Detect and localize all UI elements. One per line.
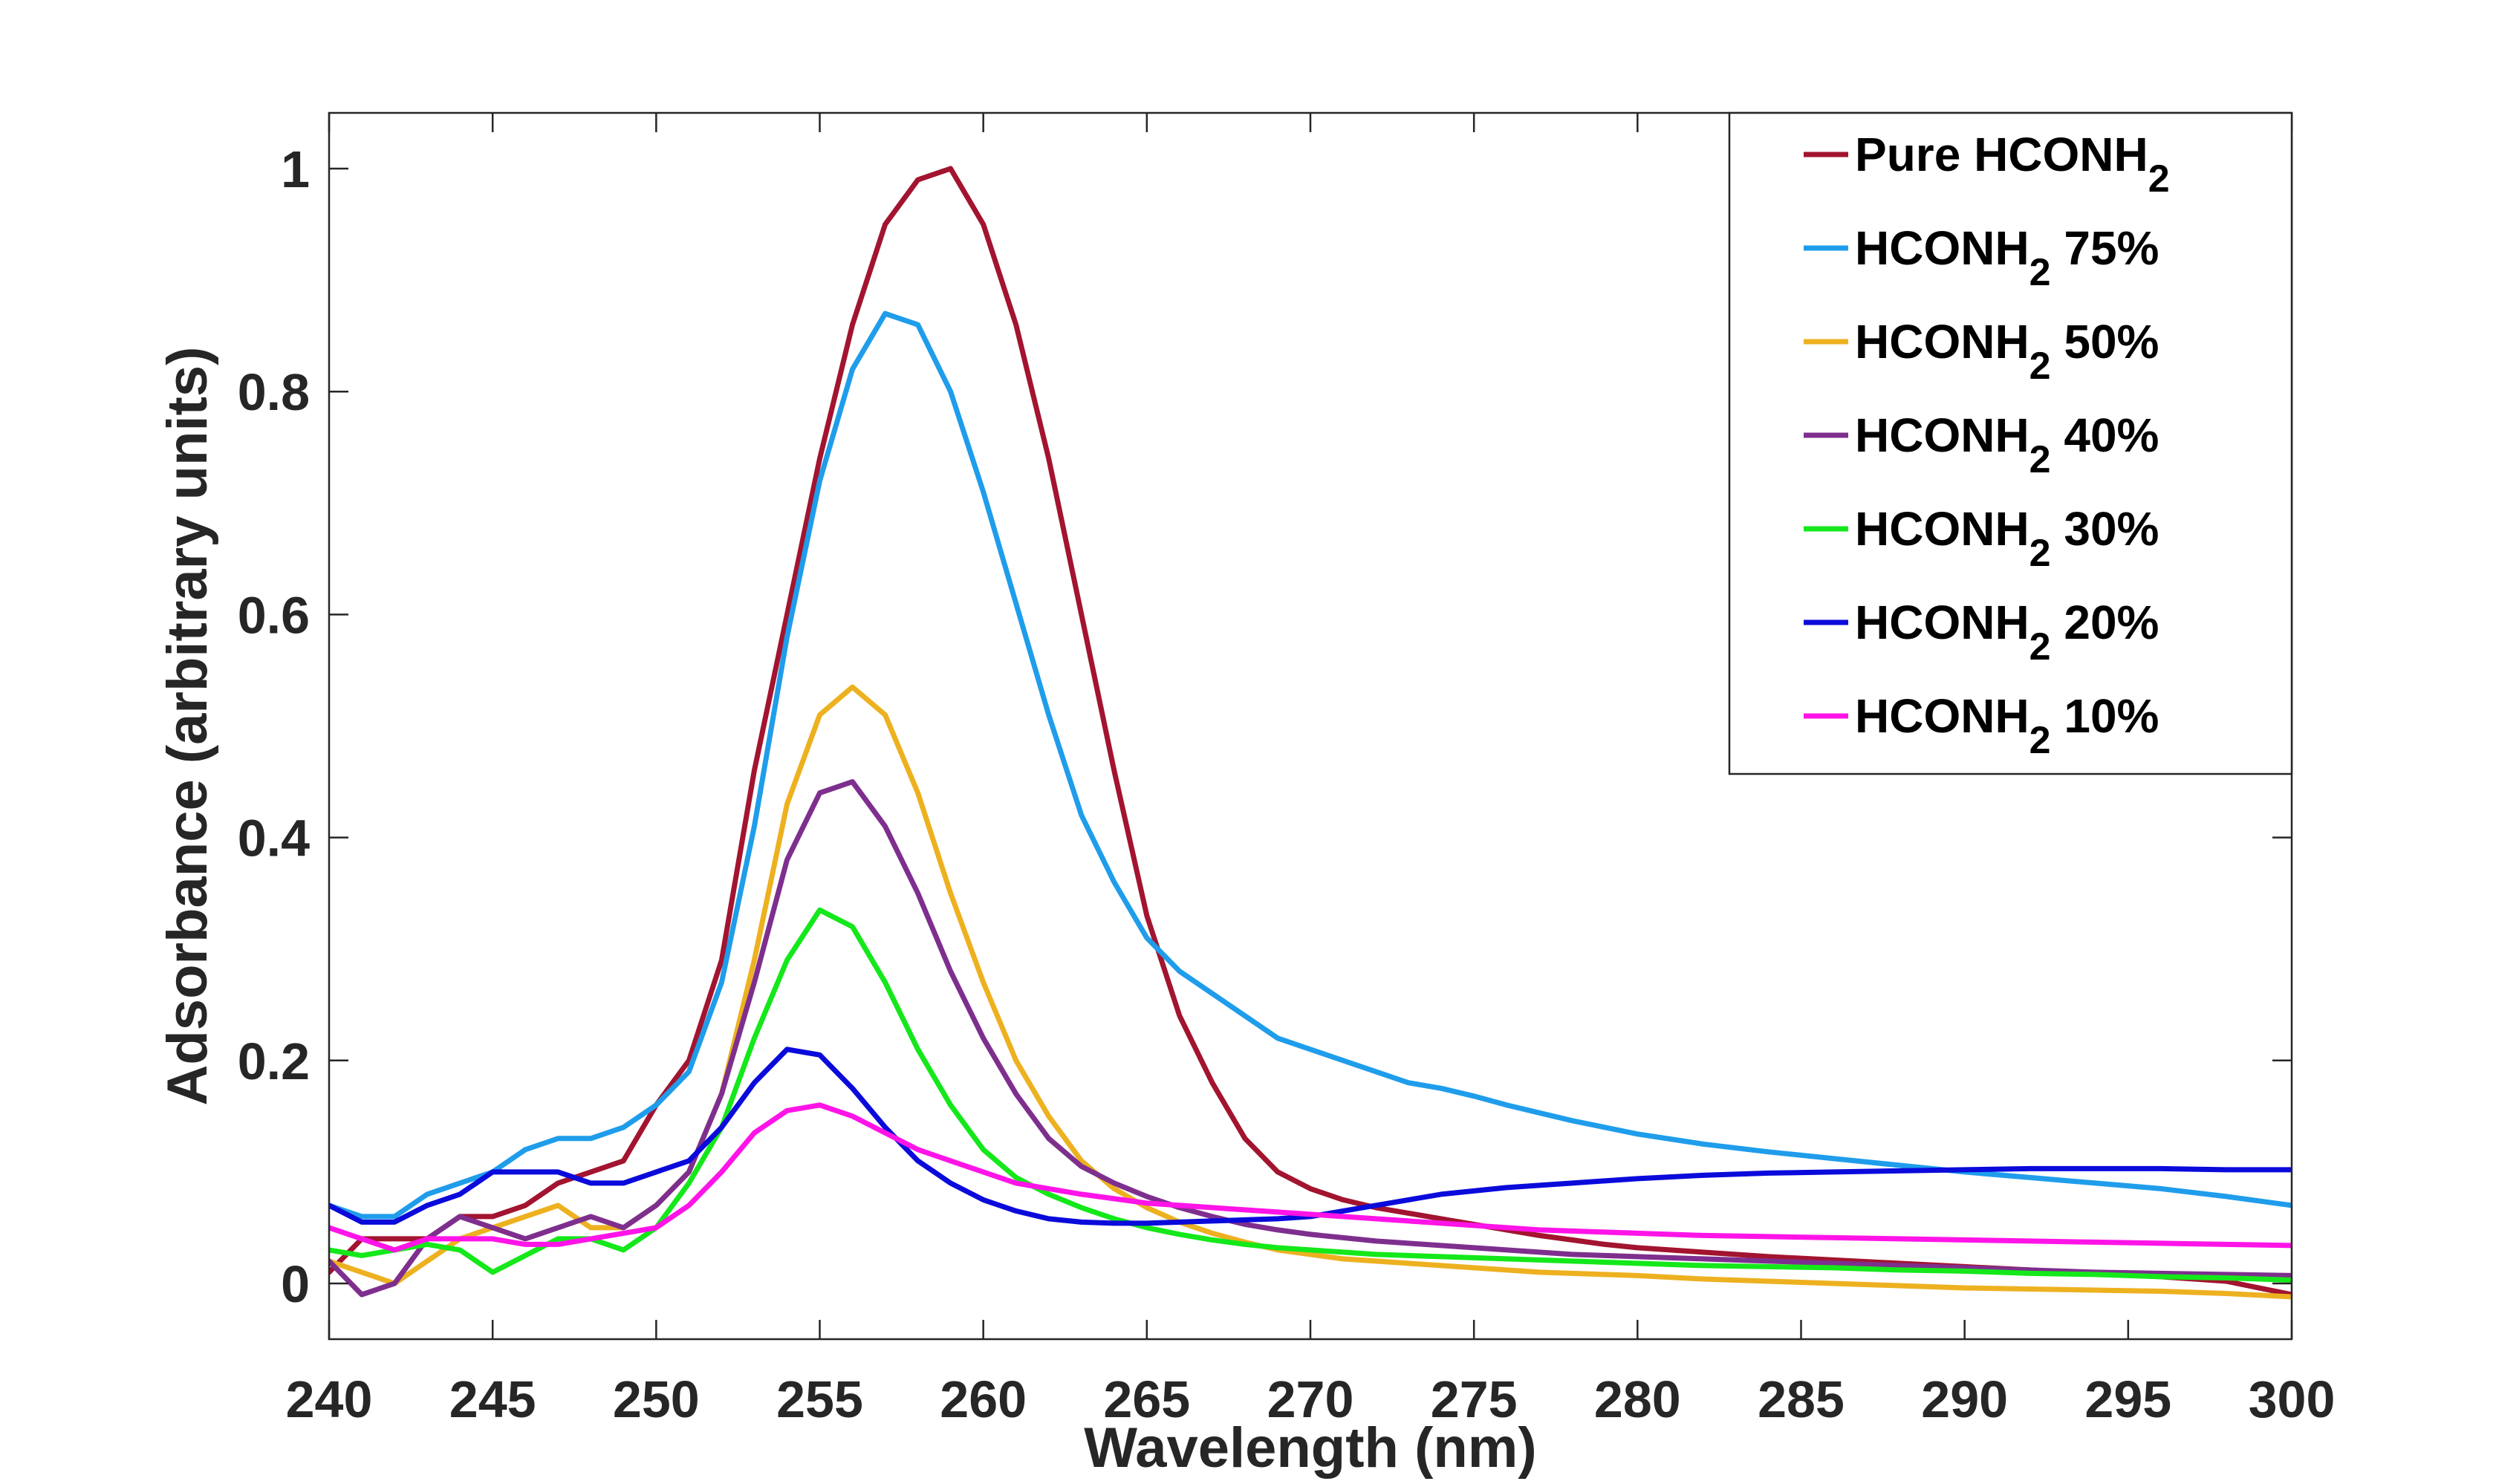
plot-area — [329, 166, 2292, 1300]
y-tick-label-0.8: 0.8 — [238, 363, 310, 421]
y-tick-label-1: 1 — [281, 140, 310, 198]
y-tick-label-0.4: 0.4 — [238, 810, 310, 868]
x-tick-label-250: 250 — [613, 1370, 700, 1428]
legend-label-subscript-7: 2 — [2029, 719, 2051, 762]
legend-label-subscript-1: 2 — [2148, 157, 2170, 201]
legend-label-suffix-3: 50% — [2051, 315, 2159, 368]
legend-label-suffix-5: 30% — [2051, 502, 2159, 556]
series-lines — [329, 166, 2292, 1300]
legend-label-main-2: HCONH — [1855, 221, 2029, 275]
x-tick-label-295: 295 — [2084, 1370, 2171, 1428]
legend-label-main-1: Pure HCONH — [1855, 128, 2148, 181]
y-tick-label-0: 0 — [281, 1255, 310, 1313]
legend-label-3: HCONH2 50% — [1855, 315, 2159, 388]
legend-label-1: Pure HCONH2 — [1855, 128, 2170, 201]
x-tick-label-300: 300 — [2249, 1370, 2336, 1428]
legend-label-subscript-3: 2 — [2029, 345, 2051, 388]
series-line-6 — [329, 1047, 2292, 1226]
series-line-3 — [329, 684, 2292, 1300]
x-tick-label-245: 245 — [449, 1370, 536, 1428]
legend-label-subscript-6: 2 — [2029, 625, 2051, 668]
x-tick-label-260: 260 — [940, 1370, 1027, 1428]
legend-label-suffix-2: 75% — [2051, 221, 2159, 275]
x-tick-label-255: 255 — [776, 1370, 863, 1428]
y-tick-label-0.2: 0.2 — [238, 1032, 310, 1090]
legend-label-main-3: HCONH — [1855, 315, 2029, 368]
x-tick-label-270: 270 — [1267, 1370, 1354, 1428]
x-tick-label-275: 275 — [1431, 1370, 1518, 1428]
series-line-5 — [329, 907, 2292, 1283]
x-tick-label-280: 280 — [1594, 1370, 1681, 1428]
legend-label-2: HCONH2 75% — [1855, 221, 2159, 294]
legend-label-subscript-4: 2 — [2029, 438, 2051, 481]
y-axis-label: Adsorbance (arbitrary units) — [156, 347, 219, 1106]
legend-box — [1728, 111, 2293, 775]
legend-label-4: HCONH2 40% — [1855, 409, 2159, 481]
legend-label-7: HCONH2 10% — [1855, 689, 2159, 762]
legend-label-suffix-4: 40% — [2051, 409, 2159, 462]
legend-label-subscript-2: 2 — [2029, 251, 2051, 294]
legend-label-main-6: HCONH — [1855, 596, 2029, 649]
legend-label-main-7: HCONH — [1855, 689, 2029, 743]
series-line-7 — [329, 1102, 2292, 1253]
x-tick-label-285: 285 — [1758, 1370, 1845, 1428]
y-tick-label-0.6: 0.6 — [238, 586, 310, 644]
series-line-2 — [329, 310, 2292, 1220]
x-axis-label: Wavelength (nm) — [1084, 1416, 1536, 1480]
series-line-1 — [329, 166, 2292, 1298]
legend-label-main-5: HCONH — [1855, 502, 2029, 556]
legend-label-subscript-5: 2 — [2029, 532, 2051, 575]
series-line-4 — [329, 779, 2292, 1298]
legend-label-6: HCONH2 20% — [1855, 596, 2159, 668]
legend-label-main-4: HCONH — [1855, 409, 2029, 462]
legend-label-5: HCONH2 30% — [1855, 502, 2159, 575]
x-tick-label-265: 265 — [1103, 1370, 1190, 1428]
legend-label-suffix-6: 20% — [2051, 596, 2159, 649]
axes: 240 245 250 255 260 265 270 275 280 285 290 295 300 0… — [238, 111, 2336, 1428]
x-tick-label-290: 290 — [1921, 1370, 2008, 1428]
legend-label-suffix-7: 10% — [2051, 689, 2159, 743]
x-tick-label-240: 240 — [286, 1370, 373, 1428]
